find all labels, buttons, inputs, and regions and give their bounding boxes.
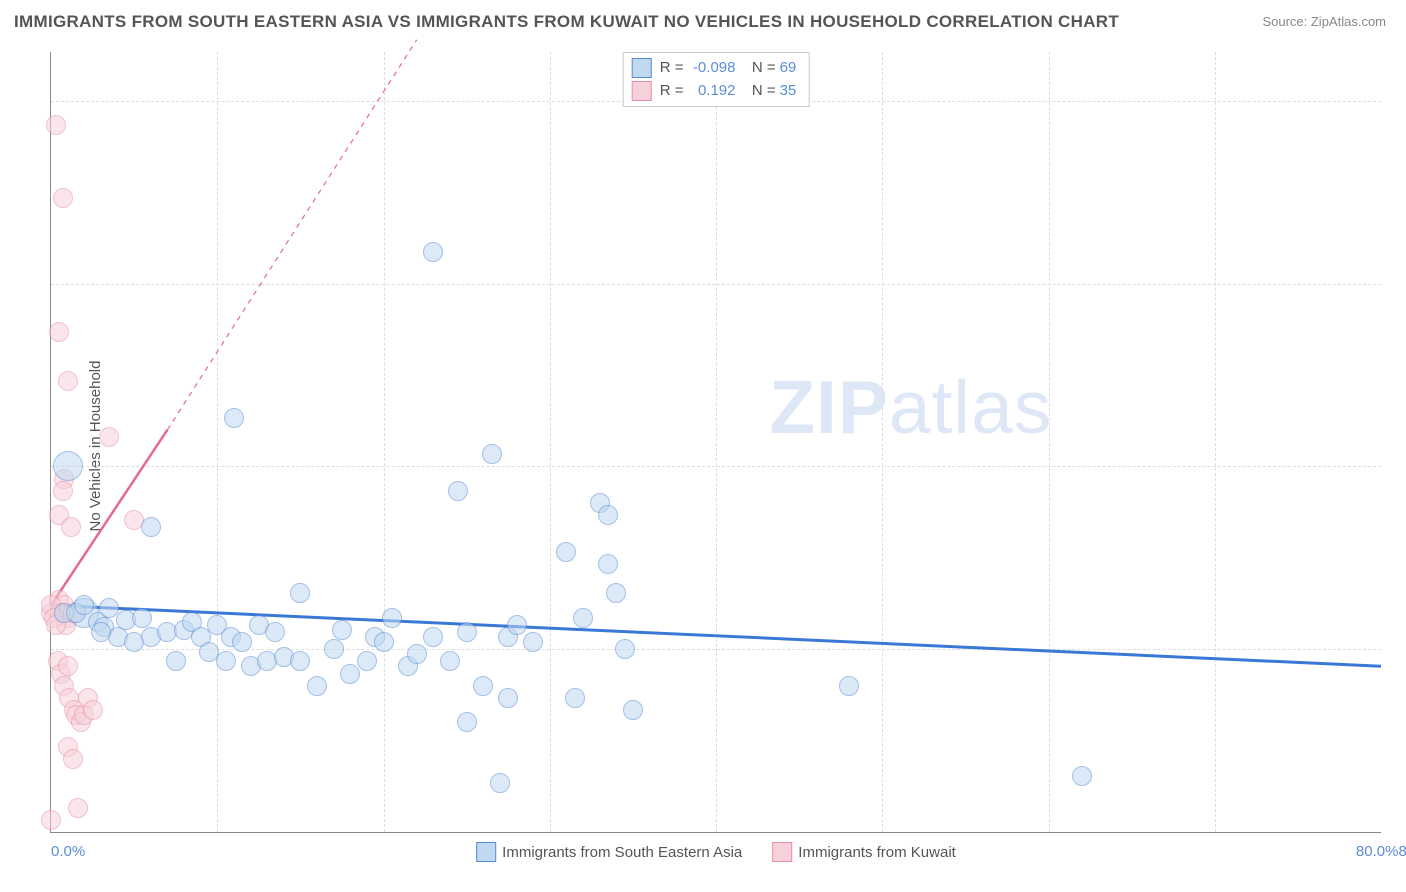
chart-title: IMMIGRANTS FROM SOUTH EASTERN ASIA VS IM… <box>14 12 1119 32</box>
gridline-v <box>716 52 717 832</box>
data-point <box>1072 766 1092 786</box>
data-point <box>68 798 88 818</box>
data-point <box>49 322 69 342</box>
watermark: ZIPatlas <box>769 364 1052 450</box>
data-point <box>839 676 859 696</box>
data-point <box>41 810 61 830</box>
data-point <box>132 608 152 628</box>
data-point <box>357 651 377 671</box>
data-point <box>340 664 360 684</box>
data-point <box>457 712 477 732</box>
data-point <box>490 773 510 793</box>
legend-bottom-swatch-pink <box>772 842 792 862</box>
data-point <box>598 554 618 574</box>
x-tick-label-max: 80.0% <box>1381 843 1406 860</box>
data-point <box>91 622 111 642</box>
data-point <box>224 408 244 428</box>
legend-item-kuwait: Immigrants from Kuwait <box>772 842 956 862</box>
data-point <box>63 749 83 769</box>
data-point <box>53 481 73 501</box>
data-point <box>606 583 626 603</box>
data-point <box>290 651 310 671</box>
y-tick-label: 22.5% <box>1391 275 1406 292</box>
gridline-v <box>217 52 218 832</box>
data-point <box>290 583 310 603</box>
data-point <box>382 608 402 628</box>
data-point <box>46 115 66 135</box>
data-point <box>53 451 83 481</box>
legend-series: Immigrants from South Eastern Asia Immig… <box>476 842 956 862</box>
data-point <box>141 517 161 537</box>
data-point <box>573 608 593 628</box>
gridline-v <box>550 52 551 832</box>
data-point <box>615 639 635 659</box>
y-tick-label: 7.5% <box>1391 641 1406 658</box>
scatter-plot-area: ZIPatlas R = -0.098 N = 69 R = 0.192 N =… <box>50 52 1381 833</box>
data-point <box>83 700 103 720</box>
data-point <box>407 644 427 664</box>
legend-swatch-blue <box>632 58 652 78</box>
data-point <box>265 622 285 642</box>
data-point <box>523 632 543 652</box>
data-point <box>598 505 618 525</box>
legend-bottom-swatch-blue <box>476 842 496 862</box>
data-point <box>565 688 585 708</box>
data-point <box>324 639 344 659</box>
data-point <box>58 371 78 391</box>
data-point <box>423 242 443 262</box>
legend-swatch-pink <box>632 81 652 101</box>
data-point <box>482 444 502 464</box>
data-point <box>99 427 119 447</box>
data-point <box>74 595 94 615</box>
gridline-v <box>1049 52 1050 832</box>
data-point <box>473 676 493 696</box>
legend-stats: R = -0.098 N = 69 R = 0.192 N = 35 <box>623 52 810 107</box>
data-point <box>232 632 252 652</box>
data-point <box>53 188 73 208</box>
y-tick-label: 15.0% <box>1391 458 1406 475</box>
gridline-v <box>384 52 385 832</box>
data-point <box>374 632 394 652</box>
gridline-v <box>1215 52 1216 832</box>
source-label: Source: ZipAtlas.com <box>1262 14 1386 29</box>
data-point <box>61 517 81 537</box>
data-point <box>507 615 527 635</box>
data-point <box>556 542 576 562</box>
data-point <box>216 651 236 671</box>
data-point <box>498 688 518 708</box>
x-tick-label: 0.0% <box>51 843 85 860</box>
data-point <box>448 481 468 501</box>
data-point <box>440 651 460 671</box>
data-point <box>623 700 643 720</box>
legend-row-2: R = 0.192 N = 35 <box>632 80 797 103</box>
gridline-v <box>882 52 883 832</box>
data-point <box>58 656 78 676</box>
data-point <box>457 622 477 642</box>
y-tick-label: 30.0% <box>1391 92 1406 109</box>
data-point <box>166 651 186 671</box>
legend-item-sea: Immigrants from South Eastern Asia <box>476 842 742 862</box>
data-point <box>332 620 352 640</box>
legend-row-1: R = -0.098 N = 69 <box>632 57 797 80</box>
data-point <box>423 627 443 647</box>
data-point <box>307 676 327 696</box>
